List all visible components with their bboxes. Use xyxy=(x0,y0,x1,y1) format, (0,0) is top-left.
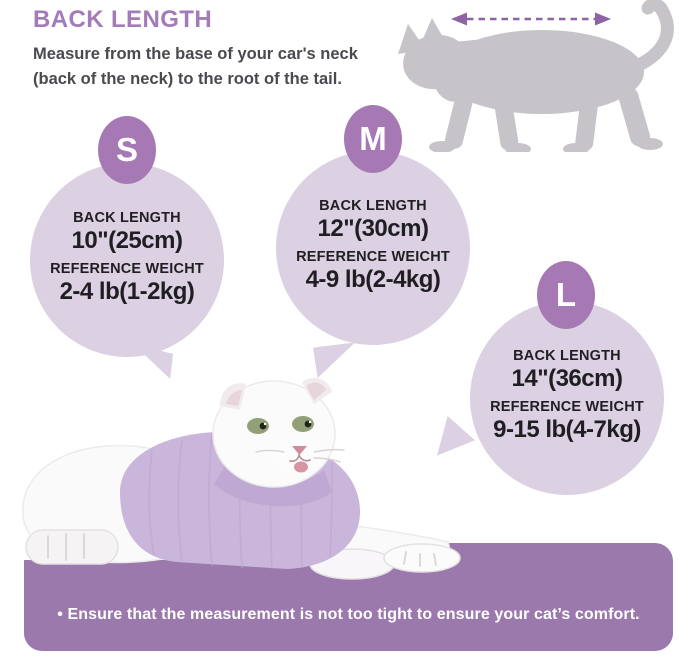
size-badge-s: S xyxy=(98,116,156,184)
measure-instructions-line-1: Measure from the base of your car's neck xyxy=(33,45,358,63)
measure-arrow-icon xyxy=(450,10,612,28)
cat-silhouette-icon xyxy=(394,0,679,155)
weight-label: REFERENCE WEICHT xyxy=(296,248,450,265)
size-letter: M xyxy=(359,120,387,157)
back-length-label: BACK LENGTH xyxy=(319,197,427,214)
weight-value: 4-9 lb(2-4kg) xyxy=(305,265,441,293)
back-length-value: 10"(25cm) xyxy=(71,226,183,254)
weight-value: 9-15 lb(4-7kg) xyxy=(493,415,641,443)
size-bubble-body: BACK LENGTH 14"(36cm) REFERENCE WEICHT 9… xyxy=(470,301,664,495)
back-length-label: BACK LENGTH xyxy=(73,209,181,226)
measure-instructions-line-2: (back of the neck) to the root of the ta… xyxy=(33,69,342,88)
back-length-value: 14"(36cm) xyxy=(511,364,623,392)
size-letter: L xyxy=(555,276,577,313)
cat-wearing-recovery-suit-photo xyxy=(2,372,468,582)
size-bubble-body: BACK LENGTH 10"(25cm) REFERENCE WEICHT 2… xyxy=(30,163,224,357)
back-length-value: 12"(30cm) xyxy=(317,214,429,242)
weight-value: 2-4 lb(1-2kg) xyxy=(59,277,195,305)
measure-instructions: Measure from the base of your car's neck… xyxy=(33,42,433,92)
size-badge-m: M xyxy=(344,105,402,173)
size-badge-l: L xyxy=(537,261,595,329)
page-title: BACK LENGTH xyxy=(33,6,213,33)
size-bubble-body: BACK LENGTH 12"(30cm) REFERENCE WEICHT 4… xyxy=(276,151,470,345)
back-length-label: BACK LENGTH xyxy=(513,347,621,364)
weight-label: REFERENCE WEICHT xyxy=(490,398,644,415)
size-letter: S xyxy=(115,131,138,168)
weight-label: REFERENCE WEICHT xyxy=(50,260,204,277)
footer-note: • Ensure that the measurement is not too… xyxy=(57,606,640,623)
